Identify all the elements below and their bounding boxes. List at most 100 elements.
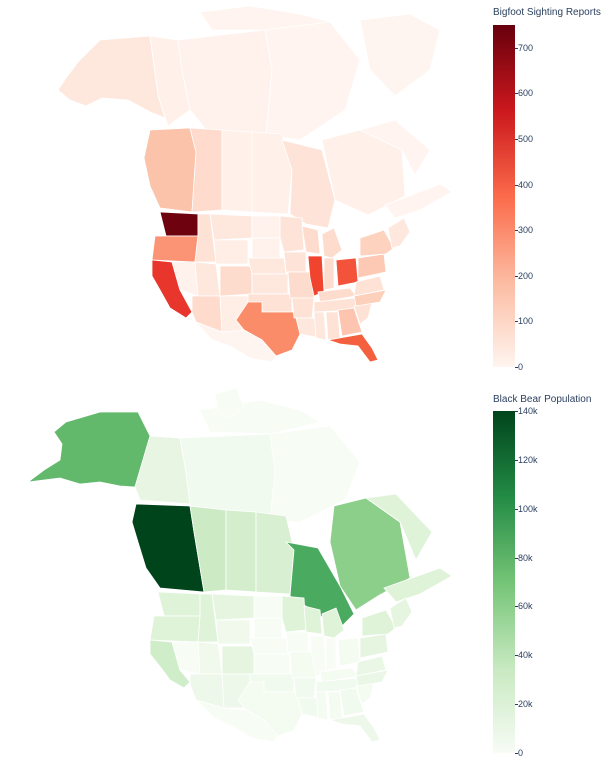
black-bear-colorbar-tickmark [515,606,518,608]
region-british-columbia[interactable] [143,127,197,213]
region-arctic-islands[interactable] [199,5,331,31]
region-mississippi[interactable] [315,691,329,721]
region-iowa[interactable] [285,631,309,653]
region-minnesota[interactable] [279,215,305,253]
region-maritimes[interactable] [384,183,453,219]
region-alabama[interactable] [325,311,341,341]
region-wyoming[interactable] [215,619,251,645]
region-florida[interactable] [329,713,381,743]
region-virginia[interactable] [353,275,385,297]
region-nebraska[interactable] [249,637,289,655]
region-saskatchewan[interactable] [225,509,257,593]
region-texas[interactable] [235,301,301,357]
region-michigan[interactable] [321,227,343,259]
region-montana[interactable] [211,593,255,621]
region-arkansas[interactable] [291,297,315,319]
region-north-dakota[interactable] [251,215,281,239]
bigfoot-colorbar-tickmark [515,93,518,95]
region-pennsylvania[interactable] [357,253,387,279]
region-maritimes[interactable] [383,567,453,603]
region-labrador[interactable] [358,119,431,176]
region-nunavut[interactable] [269,425,361,523]
black-bear-colorbar-tick-label: 80k [518,552,533,563]
region-mexico[interactable] [194,699,279,743]
bigfoot-colorbar-tickmark [515,139,518,140]
region-south-dakota[interactable] [251,237,281,259]
region-iowa[interactable] [283,251,307,273]
region-utah[interactable] [194,261,221,297]
region-new-england[interactable] [389,597,413,629]
region-alberta[interactable] [189,127,223,213]
region-wisconsin[interactable] [301,225,321,255]
region-idaho[interactable] [197,593,219,643]
region-nunavut[interactable] [264,21,361,141]
region-mississippi[interactable] [313,311,327,341]
bigfoot-colorbar-tickmark [515,275,518,277]
region-indiana[interactable] [323,257,335,291]
region-michigan[interactable] [321,607,345,639]
region-montana[interactable] [209,213,253,241]
bigfoot-colorbar-tickmark [515,321,518,323]
region-colorado[interactable] [219,265,253,297]
region-kansas[interactable] [251,273,289,295]
region-idaho[interactable] [194,213,217,263]
region-manitoba[interactable] [255,511,295,595]
region-saskatchewan[interactable] [221,129,253,213]
bigfoot-choropleth-map[interactable] [0,0,480,382]
region-south-dakota[interactable] [253,617,283,639]
black-bear-colorbar-tick-label: 20k [518,699,533,710]
region-georgia[interactable] [337,307,363,337]
region-washington[interactable] [157,591,201,617]
region-washington[interactable] [159,211,199,237]
bigfoot-colorbar-tickmark [515,47,518,49]
region-new-york[interactable] [361,609,397,637]
bigfoot-colorbar-tick-label: 200 [518,270,534,281]
bigfoot-colorbar-tickmark [515,367,518,368]
black-bear-colorbar-tickmark [515,655,518,657]
region-georgia[interactable] [339,687,365,717]
region-manitoba[interactable] [251,131,293,215]
region-indiana[interactable] [325,637,337,671]
region-north-dakota[interactable] [253,595,283,619]
region-oregon[interactable] [151,235,199,263]
region-utah[interactable] [197,641,223,675]
bigfoot-colorbar [493,25,515,367]
black-bear-colorbar-tick-label: 40k [518,650,533,661]
black-bear-colorbar-tick-label: 60k [518,601,533,612]
region-ohio[interactable] [337,637,361,667]
black-bear-colorbar-tickmark [515,704,518,706]
region-alabama[interactable] [327,691,343,721]
region-labrador[interactable] [364,493,433,561]
black-bear-choropleth-map[interactable] [0,382,480,764]
region-nebraska[interactable] [247,257,287,275]
region-new-york[interactable] [359,229,395,257]
region-nwt[interactable] [177,29,273,136]
bigfoot-colorbar-tick-label: 400 [518,179,534,190]
region-ontario[interactable] [281,139,336,229]
black-bear-colorbar-title: Black Bear Population [493,394,592,405]
black-bear-colorbar [493,411,515,753]
region-alaska[interactable] [26,411,151,488]
region-oregon[interactable] [149,615,201,643]
region-greenland[interactable] [359,13,441,97]
region-colorado[interactable] [221,645,255,675]
bigfoot-colorbar-title: Bigfoot Sighting Reports [493,7,601,18]
region-alberta[interactable] [189,505,227,593]
region-texas[interactable] [237,681,303,737]
region-greenland[interactable] [214,387,245,419]
bigfoot-choropleth-panel: Bigfoot Sighting Reports 0 100 200 300 400 50… [0,0,601,382]
region-alaska[interactable] [57,35,166,119]
region-wisconsin[interactable] [303,605,323,635]
region-mexico[interactable] [195,321,277,363]
region-new-england[interactable] [387,217,411,249]
region-kansas[interactable] [253,653,291,675]
bigfoot-colorbar-tick-label: 300 [518,225,534,236]
region-florida[interactable] [327,333,379,363]
black-bear-choropleth-panel: Black Bear Population 0 20k 40k 60k 80k 100k 1… [0,382,615,764]
region-minnesota[interactable] [281,595,307,633]
region-pennsylvania[interactable] [359,633,389,659]
region-virginia[interactable] [355,655,387,677]
region-arkansas[interactable] [293,677,317,699]
region-wyoming[interactable] [213,239,249,265]
region-ohio[interactable] [335,257,359,287]
